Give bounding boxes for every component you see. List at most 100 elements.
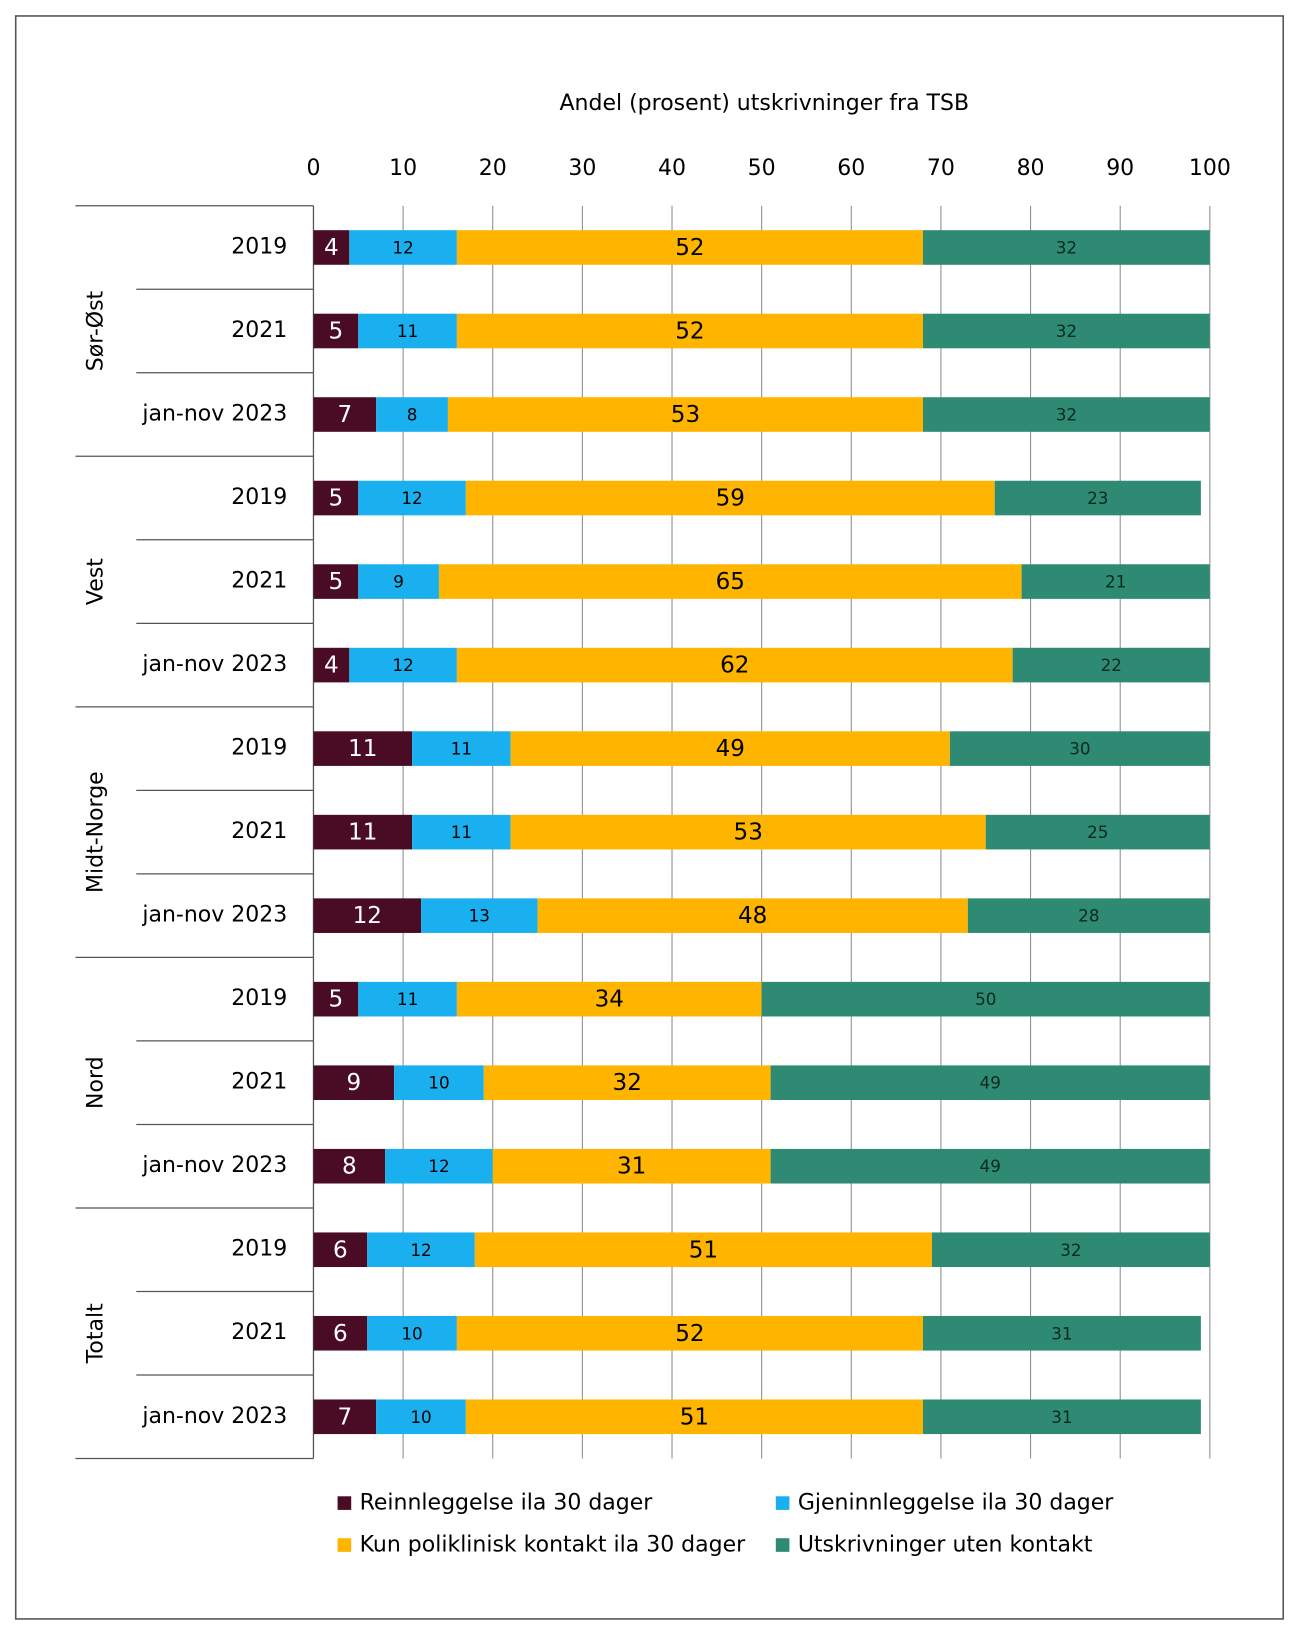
bar-segment [923, 313, 1210, 349]
bar-segment [474, 1232, 932, 1268]
x-tick-label: 0 [306, 156, 320, 181]
category-label: 2021 [231, 819, 287, 844]
group-label: Midt-Norge [83, 771, 108, 893]
data-label: 5 [329, 569, 344, 595]
x-tick-label: 10 [389, 156, 417, 181]
bar-segment [510, 814, 986, 850]
bar-segment [949, 731, 1210, 766]
bar-segment [761, 981, 1210, 1017]
data-label: 6 [333, 1321, 348, 1347]
bar-segment [313, 898, 422, 933]
bar-segment [465, 1399, 923, 1435]
category-label: 2021 [231, 569, 287, 594]
bar-segment [1021, 564, 1210, 599]
group-label: Sør-Øst [83, 290, 108, 371]
data-label: 65 [716, 569, 745, 595]
data-label: 11 [397, 989, 418, 1009]
data-label: 59 [716, 486, 745, 512]
data-label: 49 [716, 736, 745, 762]
data-label: 21 [1105, 572, 1126, 592]
data-label: 13 [469, 906, 490, 926]
bar-segment [483, 1065, 771, 1100]
bar-segment [313, 313, 359, 349]
bar-segment [376, 397, 448, 432]
data-label: 10 [428, 1073, 449, 1093]
bar-segment [770, 1148, 1210, 1184]
data-label: 32 [1056, 405, 1077, 425]
bar-segment [313, 1315, 368, 1351]
data-label: 51 [680, 1404, 709, 1430]
data-label: 6 [333, 1237, 348, 1263]
category-label: 2021 [231, 1070, 287, 1095]
data-label: 10 [401, 1323, 422, 1343]
bar-segment [931, 1232, 1210, 1268]
labels: 0 10 20 30 40 50 60 70 80 90 100 Sør-Øst Vest Midt-No… [83, 156, 1230, 1558]
data-label: 32 [1060, 1240, 1081, 1260]
bar-segment [349, 230, 457, 265]
bar-segment [394, 1065, 484, 1100]
data-label: 10 [410, 1407, 431, 1427]
bar-segment [923, 230, 1210, 265]
data-label: 30 [1069, 739, 1090, 759]
data-label: 5 [329, 486, 344, 512]
legend-swatch [337, 1496, 352, 1510]
bar-segment [770, 1065, 1210, 1100]
category-label: jan-nov 2023 [141, 402, 287, 427]
bar-segment [967, 898, 1210, 933]
bar-segment [313, 647, 350, 683]
bar-segment [313, 981, 359, 1017]
group-label: Nord [83, 1056, 108, 1109]
category-label: jan-nov 2023 [141, 1153, 287, 1178]
data-label: 52 [675, 1321, 704, 1347]
bar-segment [349, 647, 457, 683]
bar-segment [358, 981, 457, 1017]
x-tick-label: 60 [837, 156, 865, 181]
bar-segment [313, 1232, 368, 1268]
legend-swatch [775, 1538, 790, 1552]
bar-segment [923, 1315, 1201, 1351]
group-label: Vest [83, 558, 108, 605]
bar-segment [438, 564, 1022, 599]
bar-segment [456, 1315, 923, 1351]
bar-segment [313, 230, 350, 265]
data-label: 62 [720, 653, 749, 679]
category-label: 2019 [231, 736, 287, 761]
bar-segment [456, 981, 762, 1017]
bar-segment [313, 1065, 395, 1100]
bars [313, 230, 1210, 1435]
data-label: 11 [451, 822, 472, 842]
category-label: 2019 [231, 234, 287, 259]
data-label: 9 [393, 572, 404, 592]
category-label: jan-nov 2023 [141, 1404, 287, 1429]
data-label: 34 [595, 987, 624, 1013]
x-tick-label: 50 [748, 156, 776, 181]
category-label: 2019 [231, 1237, 287, 1262]
bar-segment [985, 814, 1210, 850]
bar-segment [994, 480, 1201, 516]
bar-segment [447, 397, 923, 432]
bar-segment [412, 731, 511, 766]
chart-title: Andel (prosent) utskrivninger fra TSB [559, 91, 969, 116]
data-label: 32 [1056, 321, 1077, 341]
data-label: 31 [617, 1154, 646, 1180]
bar-segment [923, 1399, 1201, 1435]
bar-segment [465, 480, 995, 516]
x-tick-label: 80 [1017, 156, 1045, 181]
bar-segment [358, 313, 457, 349]
legend-swatch [775, 1496, 790, 1510]
data-label: 28 [1078, 906, 1099, 926]
data-label: 7 [338, 1404, 353, 1430]
data-label: 32 [613, 1070, 642, 1096]
x-tick-label: 90 [1106, 156, 1134, 181]
x-tick-label: 70 [927, 156, 955, 181]
bar-segment [358, 480, 466, 516]
data-label: 11 [451, 739, 472, 759]
bar-segment [313, 397, 377, 432]
bar-segment [421, 898, 538, 933]
data-label: 31 [1051, 1407, 1072, 1427]
bar-segment [385, 1148, 493, 1184]
data-label: 8 [407, 405, 418, 425]
category-label: 2019 [231, 485, 287, 510]
legend-label: Reinnleggelse ila 30 dager [360, 1491, 654, 1516]
data-label: 23 [1087, 488, 1108, 508]
